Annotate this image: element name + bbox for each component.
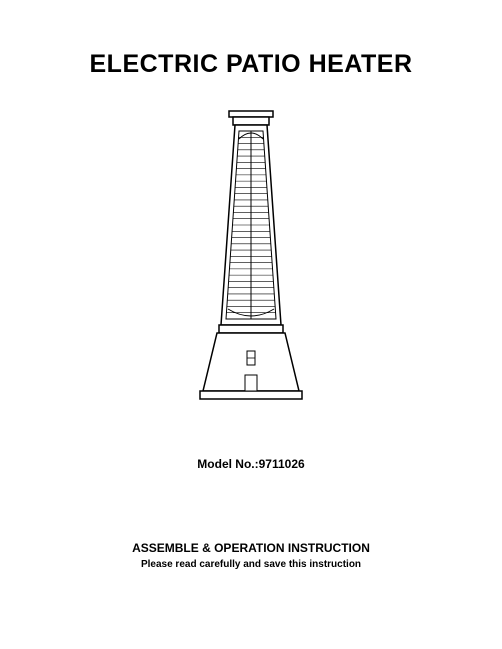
- model-label: Model No.:: [197, 457, 258, 471]
- heater-illustration: [171, 107, 331, 407]
- instruction-subheading: Please read carefully and save this inst…: [141, 559, 361, 570]
- model-number: 9711026: [259, 457, 305, 471]
- manual-cover-page: ELECTRIC PATIO HEATER Model No.:9711026 …: [0, 0, 502, 649]
- instruction-heading: ASSEMBLE & OPERATION INSTRUCTION: [132, 541, 370, 555]
- product-title: ELECTRIC PATIO HEATER: [90, 50, 413, 79]
- model-number-line: Model No.:9711026: [197, 457, 304, 471]
